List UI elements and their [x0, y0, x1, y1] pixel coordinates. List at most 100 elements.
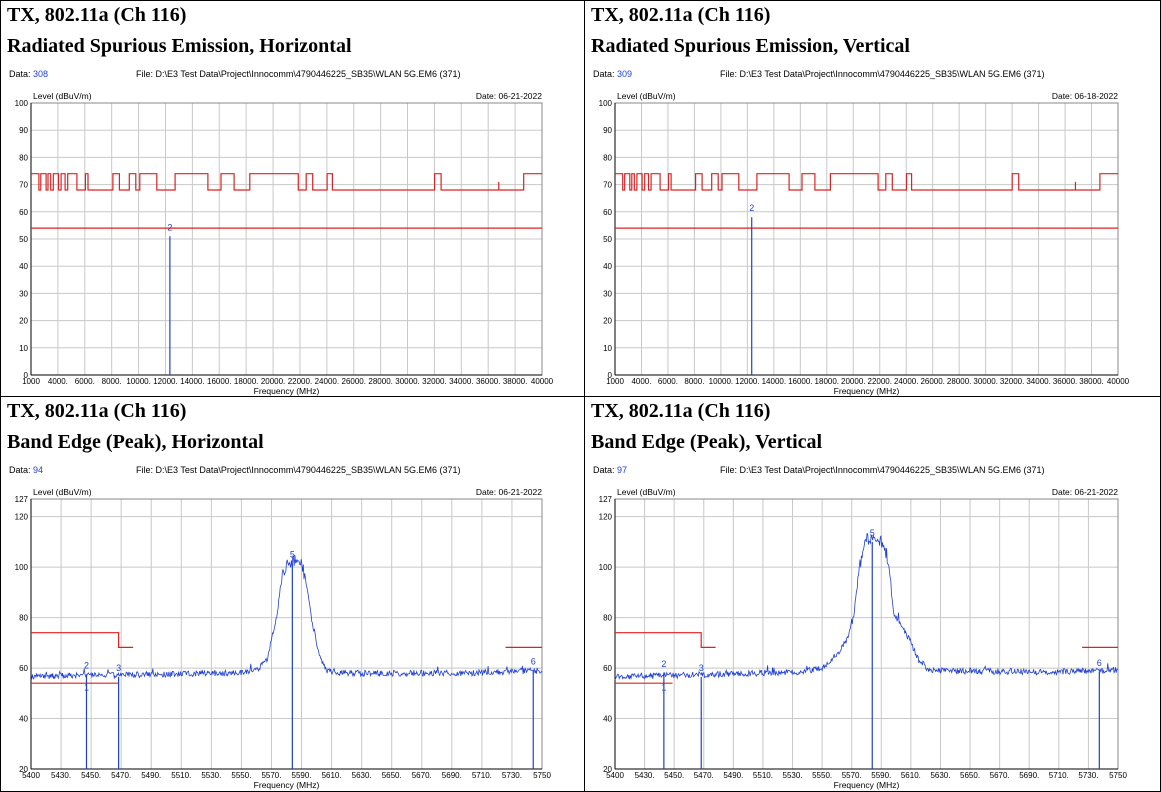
y-tick-label: 80 [19, 614, 28, 623]
marker-label: 6 [531, 657, 536, 667]
y-tick-label: 40 [603, 262, 612, 271]
y-tick-label: 100 [599, 563, 613, 572]
panel-3: TX, 802.11a (Ch 116) Band Edge (Peak), V… [584, 396, 1161, 792]
y-tick-label: 127 [599, 495, 613, 504]
y-axis-label: Level (dBuV/m) [33, 487, 92, 497]
x-axis-label: Frequency (MHz) [254, 386, 320, 396]
y-tick-label: 0 [24, 371, 29, 380]
x-tick-label: 8000. [102, 377, 122, 386]
y-tick-label: 100 [15, 563, 29, 572]
y-axis-label: Level (dBuV/m) [617, 487, 676, 497]
marker-label: 6 [1097, 658, 1102, 668]
x-tick-label: 40000 [1107, 377, 1130, 386]
chart-meta: Data: 308 File: D:\E3 Test Data\Project\… [1, 69, 584, 81]
measurement-trace [614, 533, 1118, 681]
x-tick-label: 28000. [947, 377, 971, 386]
data-value: 309 [617, 69, 633, 79]
plot-frame [30, 498, 543, 770]
x-tick-label: 5470. [694, 771, 714, 780]
y-tick-label: 80 [603, 153, 612, 162]
axes: 1000 4000. 6000. 8000. 10000. 12000. 14000. 160… [599, 91, 1130, 396]
y-tick-label: 50 [19, 235, 28, 244]
chart-plot: 5400 5430. 5450. 5470. 5490. 5510. 5530. 5550. 5… [599, 487, 1128, 790]
y-tick-label: 60 [19, 208, 28, 217]
marker-label: 2 [84, 660, 89, 670]
x-tick-label: 38000. [1079, 377, 1103, 386]
marker-label: 5 [290, 549, 295, 559]
chart-meta: Data: 97 File: D:\E3 Test Data\Project\I… [585, 465, 1160, 477]
y-tick-label: 120 [15, 513, 29, 522]
data-layer: 2 [31, 173, 542, 375]
x-tick-label: 16000. [788, 377, 812, 386]
marker-label: 5 [870, 528, 875, 538]
x-tick-label: 38000. [503, 377, 527, 386]
panel-title-line2: Radiated Spurious Emission, Horizontal [7, 35, 352, 57]
file-path: File: D:\E3 Test Data\Project\Innocomm\4… [720, 69, 1045, 79]
axes: 5400 5430. 5450. 5470. 5490. 5510. 5530. 5550. 5… [15, 487, 552, 790]
x-tick-label: 5430. [635, 771, 655, 780]
x-tick-label: 5490. [141, 771, 161, 780]
x-tick-label: 5710. [1049, 771, 1069, 780]
limit-line [31, 173, 542, 191]
data-label: Data: [593, 69, 615, 79]
data-label: Data: [9, 69, 31, 79]
y-tick-label: 70 [603, 181, 612, 190]
x-tick-label: 22000. [288, 377, 312, 386]
panel-header: TX, 802.11a (Ch 116) Radiated Spurious E… [585, 1, 1160, 71]
marker-label: 1 [84, 683, 89, 693]
x-tick-label: 5610. [322, 771, 342, 780]
y-tick-label: 20 [603, 765, 612, 774]
x-tick-label: 18000. [234, 377, 258, 386]
panel-header: TX, 802.11a (Ch 116) Band Edge (Peak), H… [1, 397, 584, 467]
marker-label: 3 [699, 663, 704, 673]
x-tick-label: 22000. [868, 377, 892, 386]
x-tick-label: 30000. [973, 377, 997, 386]
date-label: Date: 06-18-2022 [1052, 91, 1118, 101]
y-tick-label: 40 [19, 262, 28, 271]
x-axis-label: Frequency (MHz) [834, 386, 900, 396]
x-tick-label: 34000. [449, 377, 473, 386]
chart-meta: Data: 94 File: D:\E3 Test Data\Project\I… [1, 465, 584, 477]
y-tick-label: 70 [19, 181, 28, 190]
x-tick-label: 5530. [783, 771, 803, 780]
x-tick-label: 24000. [315, 377, 339, 386]
x-tick-label: 5590. [292, 771, 312, 780]
x-tick-label: 14000. [180, 377, 204, 386]
y-tick-label: 30 [19, 289, 28, 298]
x-tick-label: 20000. [841, 377, 865, 386]
chart-meta: Data: 309 File: D:\E3 Test Data\Project\… [585, 69, 1160, 81]
y-axis-label: Level (dBuV/m) [617, 91, 676, 101]
x-tick-label: 32000. [1000, 377, 1024, 386]
panel-header: TX, 802.11a (Ch 116) Band Edge (Peak), V… [585, 397, 1160, 467]
data-layer: 2 [615, 173, 1118, 375]
x-tick-label: 1000 [22, 377, 40, 386]
x-tick-label: 5470. [111, 771, 131, 780]
x-tick-label: 5750 [1109, 771, 1127, 780]
x-tick-label: 5730. [1078, 771, 1098, 780]
x-tick-label: 20000. [261, 377, 285, 386]
file-path: File: D:\E3 Test Data\Project\Innocomm\4… [136, 69, 461, 79]
x-tick-label: 5490. [723, 771, 743, 780]
marker-label: 3 [116, 663, 121, 673]
data-value: 308 [33, 69, 49, 79]
limit-line [31, 632, 134, 648]
panel-2: TX, 802.11a (Ch 116) Band Edge (Peak), H… [0, 396, 585, 792]
file-path: File: D:\E3 Test Data\Project\Innocomm\4… [720, 465, 1045, 475]
x-tick-label: 6000. [658, 377, 678, 386]
x-tick-label: 5650. [382, 771, 402, 780]
x-tick-label: 5510. [753, 771, 773, 780]
x-tick-label: 5630. [930, 771, 950, 780]
x-tick-label: 24000. [894, 377, 918, 386]
x-tick-label: 5400 [22, 771, 40, 780]
x-tick-label: 5730. [502, 771, 522, 780]
date-label: Date: 06-21-2022 [1052, 487, 1118, 497]
x-tick-label: 26000. [342, 377, 366, 386]
x-tick-label: 5510. [171, 771, 191, 780]
x-tick-label: 5570. [261, 771, 281, 780]
x-tick-label: 4000. [48, 377, 68, 386]
x-tick-label: 5750 [533, 771, 551, 780]
y-tick-label: 100 [599, 99, 613, 108]
y-tick-label: 20 [19, 317, 28, 326]
y-tick-label: 90 [19, 126, 28, 135]
x-tick-label: 8000. [684, 377, 704, 386]
